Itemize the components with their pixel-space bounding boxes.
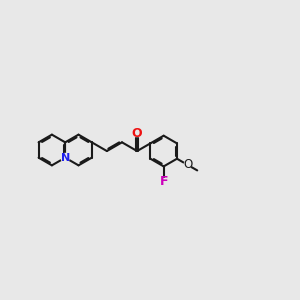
Circle shape — [61, 154, 69, 162]
Text: O: O — [183, 158, 192, 171]
Circle shape — [184, 161, 191, 168]
Text: O: O — [132, 127, 142, 140]
Text: N: N — [61, 153, 70, 163]
Text: F: F — [159, 175, 168, 188]
